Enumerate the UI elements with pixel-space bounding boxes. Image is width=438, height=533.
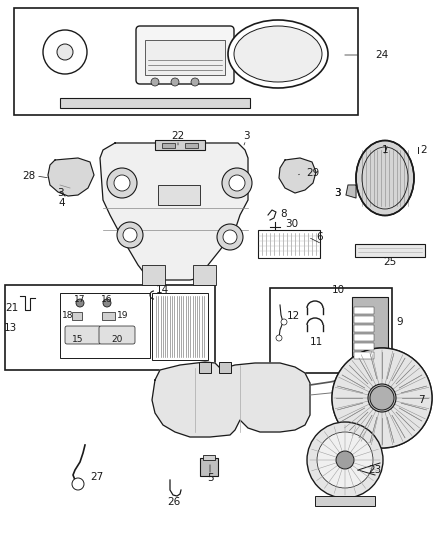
Circle shape	[123, 228, 137, 242]
Text: 4: 4	[59, 198, 65, 208]
Text: 24: 24	[375, 50, 388, 60]
Bar	[354, 334, 374, 341]
Bar	[354, 352, 374, 359]
Circle shape	[332, 348, 432, 448]
Text: 6: 6	[316, 232, 323, 242]
Circle shape	[336, 451, 354, 469]
Text: 26: 26	[167, 497, 180, 507]
Circle shape	[114, 175, 130, 191]
Bar	[200, 458, 218, 476]
Circle shape	[370, 386, 394, 410]
Text: 28: 28	[22, 171, 35, 181]
Bar	[270, 288, 392, 373]
Polygon shape	[346, 185, 356, 198]
Circle shape	[229, 175, 245, 191]
Bar	[219, 362, 231, 373]
Circle shape	[43, 30, 87, 74]
Circle shape	[368, 384, 396, 412]
Bar	[354, 307, 374, 314]
Bar	[354, 343, 374, 350]
Circle shape	[281, 319, 287, 325]
Bar	[142, 265, 165, 285]
Circle shape	[191, 78, 199, 86]
Text: 3: 3	[334, 188, 340, 198]
Text: 3: 3	[57, 188, 64, 198]
Circle shape	[107, 168, 137, 198]
Bar	[162, 143, 175, 148]
Circle shape	[171, 78, 179, 86]
Text: 10: 10	[332, 285, 345, 295]
Circle shape	[103, 299, 111, 307]
Circle shape	[76, 299, 84, 307]
Circle shape	[223, 230, 237, 244]
FancyBboxPatch shape	[65, 326, 101, 344]
Circle shape	[151, 78, 159, 86]
Bar	[352, 297, 388, 365]
Text: 19: 19	[117, 311, 128, 319]
Polygon shape	[100, 143, 248, 280]
Circle shape	[117, 222, 143, 248]
Circle shape	[57, 44, 73, 60]
Bar	[155, 140, 205, 150]
Ellipse shape	[356, 141, 414, 215]
Circle shape	[217, 224, 243, 250]
Bar	[14, 8, 358, 115]
Text: 1: 1	[381, 145, 389, 155]
Text: 15: 15	[72, 335, 84, 343]
Ellipse shape	[228, 20, 328, 88]
Bar	[354, 316, 374, 323]
Text: 23: 23	[368, 465, 381, 475]
Text: 5: 5	[207, 473, 213, 483]
Circle shape	[222, 168, 252, 198]
Text: 27: 27	[90, 472, 103, 482]
Circle shape	[72, 478, 84, 490]
Circle shape	[307, 422, 383, 498]
Bar	[60, 98, 250, 108]
Text: 3: 3	[243, 131, 249, 141]
Text: 12: 12	[287, 311, 300, 321]
Bar	[355, 244, 425, 257]
Text: 25: 25	[383, 257, 397, 267]
Text: 14: 14	[155, 285, 169, 295]
Text: 11: 11	[309, 337, 323, 347]
Bar	[315, 496, 375, 506]
Bar	[203, 455, 215, 460]
Text: 21: 21	[5, 303, 18, 313]
FancyBboxPatch shape	[99, 326, 135, 344]
Text: 9: 9	[396, 317, 403, 327]
Text: 18: 18	[61, 311, 73, 319]
Text: 16: 16	[101, 295, 113, 303]
Bar	[185, 143, 198, 148]
Bar	[145, 40, 225, 75]
Text: 30: 30	[285, 219, 298, 229]
FancyBboxPatch shape	[136, 26, 234, 84]
Text: 2: 2	[420, 145, 427, 155]
Text: 3: 3	[334, 188, 340, 198]
Bar	[152, 293, 208, 360]
Text: 29: 29	[306, 168, 320, 178]
Bar	[193, 265, 216, 285]
Text: 8: 8	[280, 209, 286, 219]
Text: 22: 22	[171, 131, 185, 141]
Polygon shape	[48, 158, 94, 196]
Bar	[5, 285, 215, 370]
Polygon shape	[152, 362, 310, 437]
Bar	[60, 293, 150, 358]
Text: 20: 20	[111, 335, 123, 343]
Text: 17: 17	[74, 295, 86, 303]
Text: 7: 7	[418, 395, 424, 405]
Bar	[102, 312, 115, 320]
Circle shape	[276, 335, 282, 341]
Polygon shape	[279, 158, 316, 193]
Bar	[158, 185, 200, 205]
Bar	[258, 230, 320, 258]
Text: 13: 13	[4, 323, 17, 333]
Bar	[199, 362, 211, 373]
Circle shape	[332, 348, 432, 448]
Bar	[72, 312, 82, 320]
Circle shape	[317, 432, 373, 488]
Ellipse shape	[234, 26, 322, 82]
Circle shape	[344, 360, 420, 436]
Bar	[354, 325, 374, 332]
